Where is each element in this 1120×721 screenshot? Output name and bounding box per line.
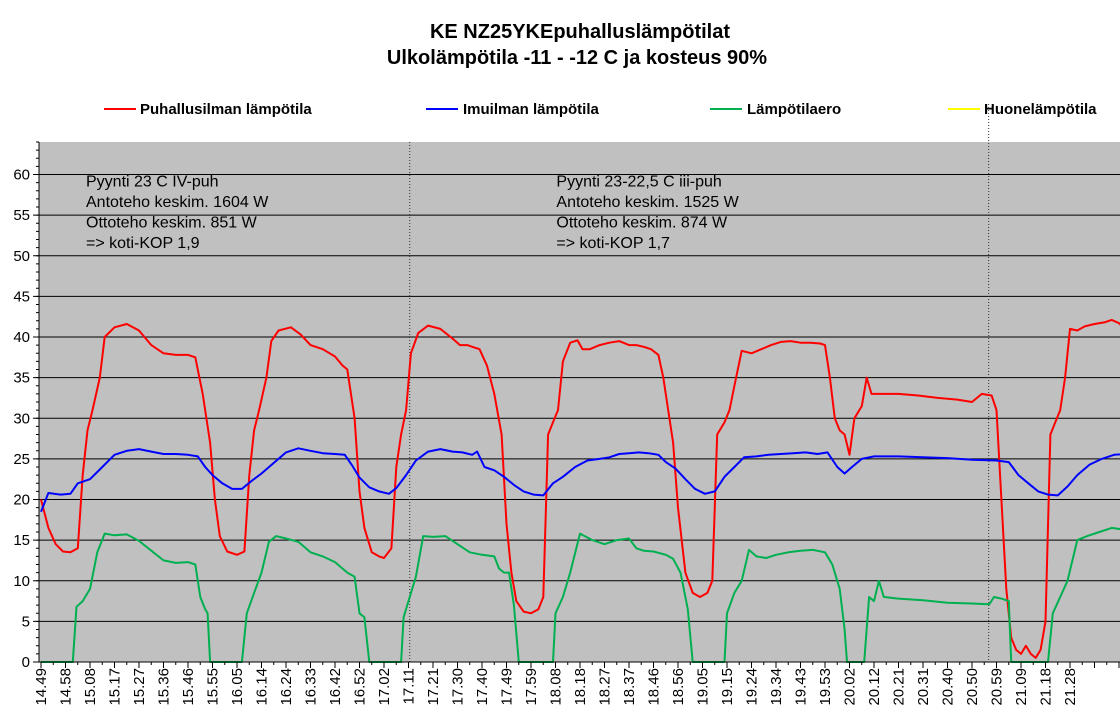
x-tick-label: 17.49: [499, 668, 516, 706]
y-axis-ticks: 0 5 10 15 20 25 30 35 40 45 50 55 60: [13, 141, 39, 671]
x-tick-label: 15.17: [107, 668, 124, 706]
x-tick-label: 16.05: [229, 668, 246, 706]
x-tick-label: 14.49: [33, 668, 50, 706]
x-tick-label: 19.53: [817, 668, 834, 706]
plot-area: [39, 142, 1120, 662]
x-tick-label: 20.50: [964, 668, 981, 706]
y-tick-label: 15: [13, 532, 30, 549]
legend-label-puhallusilma: Puhallusilman lämpötila: [140, 101, 312, 118]
legend-item-imuilma: Imuilman lämpötila: [426, 101, 600, 118]
x-tick-label: 16.42: [327, 668, 344, 706]
x-tick-label: 18.27: [597, 668, 614, 706]
x-tick-label: 17.59: [523, 668, 540, 706]
x-tick-label: 20.12: [866, 668, 883, 706]
x-tick-label: 19.34: [768, 668, 785, 706]
x-tick-label: 20.59: [989, 668, 1006, 706]
legend-label-imuilma: Imuilman lämpötila: [463, 101, 600, 118]
x-tick-label: 21.28: [1062, 668, 1079, 706]
y-tick-label: 25: [13, 451, 30, 468]
chart-title: KE NZ25YKEpuhalluslämpötilat: [430, 21, 730, 43]
y-tick-label: 35: [13, 370, 30, 387]
x-tick-label: 17.21: [425, 668, 442, 706]
y-tick-label: 30: [13, 410, 30, 427]
x-tick-label: 14.58: [58, 668, 75, 706]
y-tick-label: 60: [13, 167, 30, 184]
x-tick-label: 18.08: [548, 668, 565, 706]
annotation-line: Antoteho keskim. 1525 W: [556, 194, 739, 211]
x-tick-label: 20.02: [842, 668, 859, 706]
x-tick-label: 19.24: [744, 668, 761, 706]
y-tick-label: 5: [22, 613, 30, 630]
y-tick-label: 0: [22, 654, 30, 671]
x-tick-label: 20.21: [891, 668, 908, 706]
x-tick-label: 15.36: [156, 668, 173, 706]
x-tick-label: 16.24: [278, 668, 295, 706]
gridlines: [39, 174, 1120, 622]
y-tick-label: 55: [13, 207, 30, 224]
annotation-line: Ottoteho keskim. 851 W: [86, 215, 258, 232]
x-tick-label: 20.31: [915, 668, 932, 706]
x-tick-label: 19.15: [719, 668, 736, 706]
x-tick-label: 16.52: [352, 668, 369, 706]
annotation-line: Ottoteho keskim. 874 W: [556, 215, 728, 232]
x-axis-ticks: 14.49 14.58 15.08 15.17 15.27 15.36 15.46 15.55…: [33, 662, 1120, 706]
legend-item-puhallusilma: Puhallusilman lämpötila: [104, 101, 312, 118]
series-line-0: [40, 318, 1120, 659]
y-tick-label: 50: [13, 248, 30, 265]
x-tick-label: 19.05: [695, 668, 712, 706]
y-tick-label: 40: [13, 329, 30, 346]
legend-item-huonelampotila: Huonelämpötila: [948, 101, 1097, 118]
annotation-line: => koti-KOP 1,7: [556, 235, 670, 252]
x-tick-label: 21.09: [1013, 668, 1030, 706]
annotation-line: Pyynti 23-22,5 C iii-puh: [556, 174, 721, 191]
annotations: Pyynti 23 C IV-puh Antoteho keskim. 1604 …: [86, 174, 740, 253]
annotation-line: => koti-KOP 1,9: [86, 235, 200, 252]
x-tick-label: 17.40: [474, 668, 491, 706]
x-tick-label: 16.14: [254, 668, 271, 706]
legend-label-huonelampotila: Huonelämpötila: [984, 101, 1097, 118]
x-tick-label: 15.08: [82, 668, 99, 706]
x-tick-label: 19.43: [793, 668, 810, 706]
annotation-line: Pyynti 23 C IV-puh: [86, 174, 219, 191]
y-tick-label: 10: [13, 573, 30, 590]
legend: Puhallusilman lämpötila Imuilman lämpöti…: [104, 101, 1097, 118]
x-tick-label: 17.30: [450, 668, 467, 706]
x-tick-label: 18.56: [670, 668, 687, 706]
x-tick-label: 15.27: [131, 668, 148, 706]
section-dividers: [409, 104, 990, 662]
x-tick-label: 16.33: [303, 668, 320, 706]
x-tick-label: 17.11: [401, 668, 418, 704]
y-tick-label: 20: [13, 492, 30, 509]
legend-label-lampotilaero: Lämpötilaero: [747, 101, 841, 118]
x-tick-label: 17.02: [376, 668, 393, 706]
chart-subtitle: Ulkolämpötila -11 - -12 C ja kosteus 90%: [387, 47, 767, 69]
x-tick-label: 15.46: [180, 668, 197, 706]
x-tick-label: 21.18: [1038, 668, 1055, 706]
x-tick-label: 18.37: [621, 668, 638, 706]
x-tick-label: 18.18: [572, 668, 589, 706]
x-tick-label: 15.55: [205, 668, 222, 706]
annotation-line: Antoteho keskim. 1604 W: [86, 194, 269, 211]
x-tick-label: 18.46: [646, 668, 663, 706]
y-tick-label: 45: [13, 288, 30, 305]
series-line-1: [40, 447, 1120, 513]
legend-item-lampotilaero: Lämpötilaero: [710, 101, 841, 118]
x-tick-label: 20.40: [940, 668, 957, 706]
